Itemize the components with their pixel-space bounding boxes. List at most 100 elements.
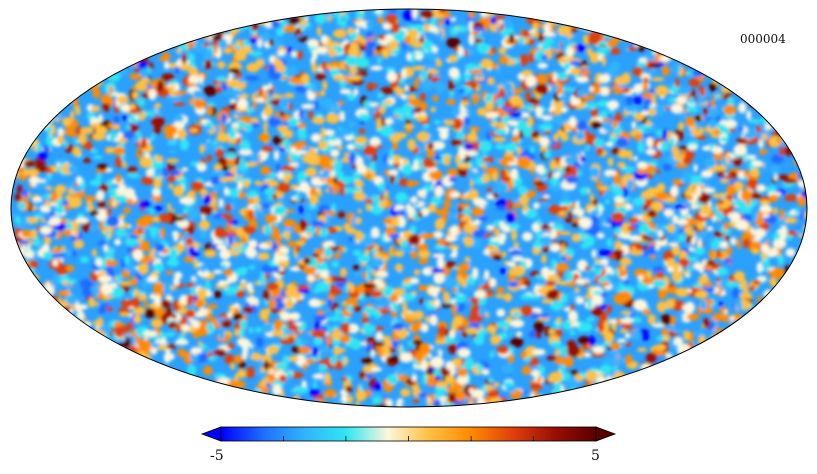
fluctuation-blob [517,278,524,286]
fluctuation-blob [312,380,317,390]
fluctuation-blob [446,387,457,394]
fluctuation-blob [106,216,120,227]
fluctuation-blob [330,287,342,296]
fluctuation-blob [413,310,424,320]
fluctuation-blob [194,42,205,53]
fluctuation-blob [116,274,122,283]
fluctuation-blob [772,121,787,133]
fluctuation-blob [730,237,737,246]
fluctuation-blob [489,277,497,288]
fluctuation-blob [54,157,69,164]
fluctuation-blob [655,344,667,351]
fluctuation-blob [568,116,577,128]
fluctuation-blob [637,347,647,352]
fluctuation-blob [91,248,97,257]
fluctuation-blob [459,264,470,271]
fluctuation-blob [420,360,428,372]
fluctuation-blob [500,267,506,275]
fluctuation-blob [129,123,139,133]
fluctuation-blob [290,65,297,74]
fluctuation-blob [550,228,557,239]
fluctuation-blob [699,204,712,216]
fluctuation-blob [749,168,761,177]
fluctuation-blob [468,33,475,46]
fluctuation-blob [272,94,284,99]
fluctuation-blob [621,180,627,187]
fluctuation-blob [61,117,73,127]
fluctuation-blob [610,342,621,351]
fluctuation-blob [716,267,729,276]
fluctuation-blob [569,166,578,177]
fluctuation-blob [389,294,399,302]
fluctuation-blob [332,31,342,37]
fluctuation-blob [737,170,745,180]
fluctuation-blob [496,205,510,211]
fluctuation-blob [339,347,346,353]
fluctuation-blob [419,71,428,80]
fluctuation-blob [700,169,713,178]
fluctuation-blob [168,184,174,190]
fluctuation-blob [590,209,600,216]
fluctuation-blob [296,354,305,360]
fluctuation-blob [615,357,624,365]
fluctuation-blob [326,227,338,234]
fluctuation-blob [619,257,632,266]
fluctuation-blob [373,382,382,392]
fluctuation-blob [198,219,210,231]
fluctuation-blob [651,77,665,82]
fluctuation-blob [473,197,486,207]
fluctuation-blob [708,119,716,130]
fluctuation-blob [325,176,336,185]
fluctuation-blob [84,207,90,212]
fluctuation-blob [685,116,696,128]
fluctuation-blob [298,340,310,345]
fluctuation-blob [266,240,273,247]
fluctuation-blob [552,101,565,107]
fluctuation-blob [426,51,439,61]
fluctuation-blob [153,168,164,177]
fluctuation-blob [389,134,401,143]
fluctuation-blob [473,38,484,44]
fluctuation-blob [413,269,421,276]
fluctuation-blob [154,102,162,109]
fluctuation-blob [631,204,643,216]
fluctuation-blob [278,196,285,202]
fluctuation-blob [448,342,458,355]
fluctuation-blob [376,144,383,149]
fluctuation-blob [220,386,234,391]
fluctuation-blob [133,306,146,315]
fluctuation-blob [154,243,166,253]
fluctuation-blob [179,64,193,71]
fluctuation-blob [268,38,274,47]
fluctuation-blob [97,240,108,246]
fluctuation-blob [465,327,479,335]
fluctuation-blob [438,30,444,41]
fluctuation-blob [73,139,80,145]
fluctuation-blob [392,140,399,151]
fluctuation-blob [275,163,282,173]
fluctuation-blob [377,16,384,25]
fluctuation-blob [544,325,551,337]
fluctuation-blob [279,374,287,383]
colorbar-min-label: -5 [210,448,224,464]
fluctuation-blob [525,75,537,87]
fluctuation-blob [281,397,289,404]
fluctuation-blob [152,282,165,295]
fluctuation-blob [555,263,570,272]
fluctuation-blob [344,135,355,141]
fluctuation-blob [346,323,360,334]
fluctuation-blob [537,377,542,382]
fluctuation-blob [300,73,310,85]
fluctuation-blob [519,194,530,206]
fluctuation-blob [419,342,431,355]
fluctuation-blob [506,385,517,393]
fluctuation-blob [513,242,520,248]
fluctuation-blob [240,243,247,254]
fluctuation-blob [473,336,485,346]
fluctuation-blob [509,346,515,355]
fluctuation-blob [627,225,636,231]
fluctuation-blob [548,371,563,383]
fluctuation-blob [803,236,807,241]
fluctuation-blob [734,313,741,321]
fluctuation-blob [362,311,368,318]
